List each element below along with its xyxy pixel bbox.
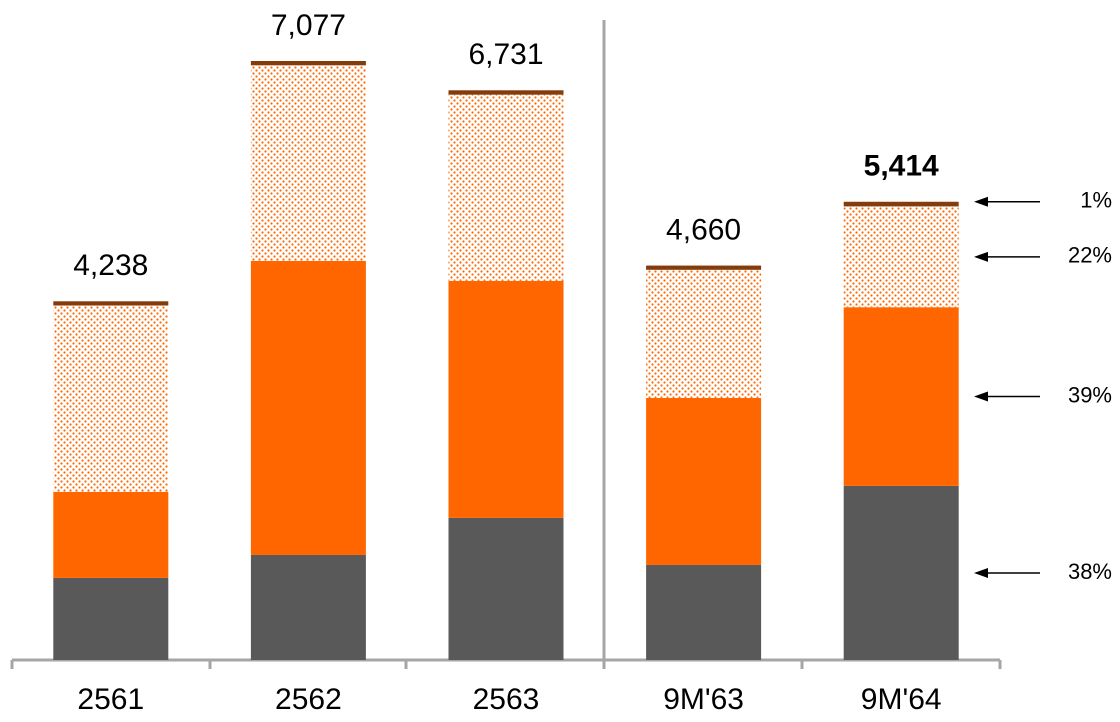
bar-segment <box>250 554 366 660</box>
bar-segment <box>53 301 169 306</box>
total-label: 5,414 <box>864 150 939 183</box>
total-label: 4,238 <box>73 249 148 282</box>
bar-segment <box>646 265 762 270</box>
total-label: 4,660 <box>666 213 741 246</box>
bar-segment <box>843 201 959 207</box>
bar-segment <box>448 280 564 518</box>
arrow-head <box>974 251 988 262</box>
x-tick-label: 9M'63 <box>663 683 744 716</box>
bar-segment <box>448 94 564 281</box>
bar-segment <box>250 65 366 261</box>
arrow-head <box>974 391 988 402</box>
bar-segment <box>843 307 959 486</box>
bar-segment <box>646 269 762 398</box>
bar-segment <box>250 260 366 555</box>
annotation: 38% <box>1068 559 1112 584</box>
bar-segment <box>843 206 959 308</box>
bar-segment <box>53 305 169 492</box>
annotation: 22% <box>1068 243 1112 268</box>
arrow-head <box>974 567 988 578</box>
x-tick-label: 2561 <box>77 683 144 716</box>
x-axis <box>10 658 1002 669</box>
bar-segment <box>448 90 564 95</box>
total-label: 6,731 <box>468 38 543 71</box>
bar-segment <box>843 485 959 660</box>
annotation: 1% <box>1080 188 1112 213</box>
bar-segment <box>53 491 169 578</box>
annotation: 39% <box>1068 382 1112 407</box>
bar-segment <box>250 61 366 66</box>
x-tick-label: 2563 <box>473 683 540 716</box>
arrow-head <box>974 196 988 207</box>
x-tick-label: 9M'64 <box>861 683 942 716</box>
bar-segment <box>53 577 169 660</box>
total-label: 7,077 <box>271 9 346 42</box>
bar-segment <box>646 397 762 565</box>
bar-segment <box>646 564 762 660</box>
x-tick-label: 2562 <box>275 683 342 716</box>
bar-segment <box>448 517 564 660</box>
